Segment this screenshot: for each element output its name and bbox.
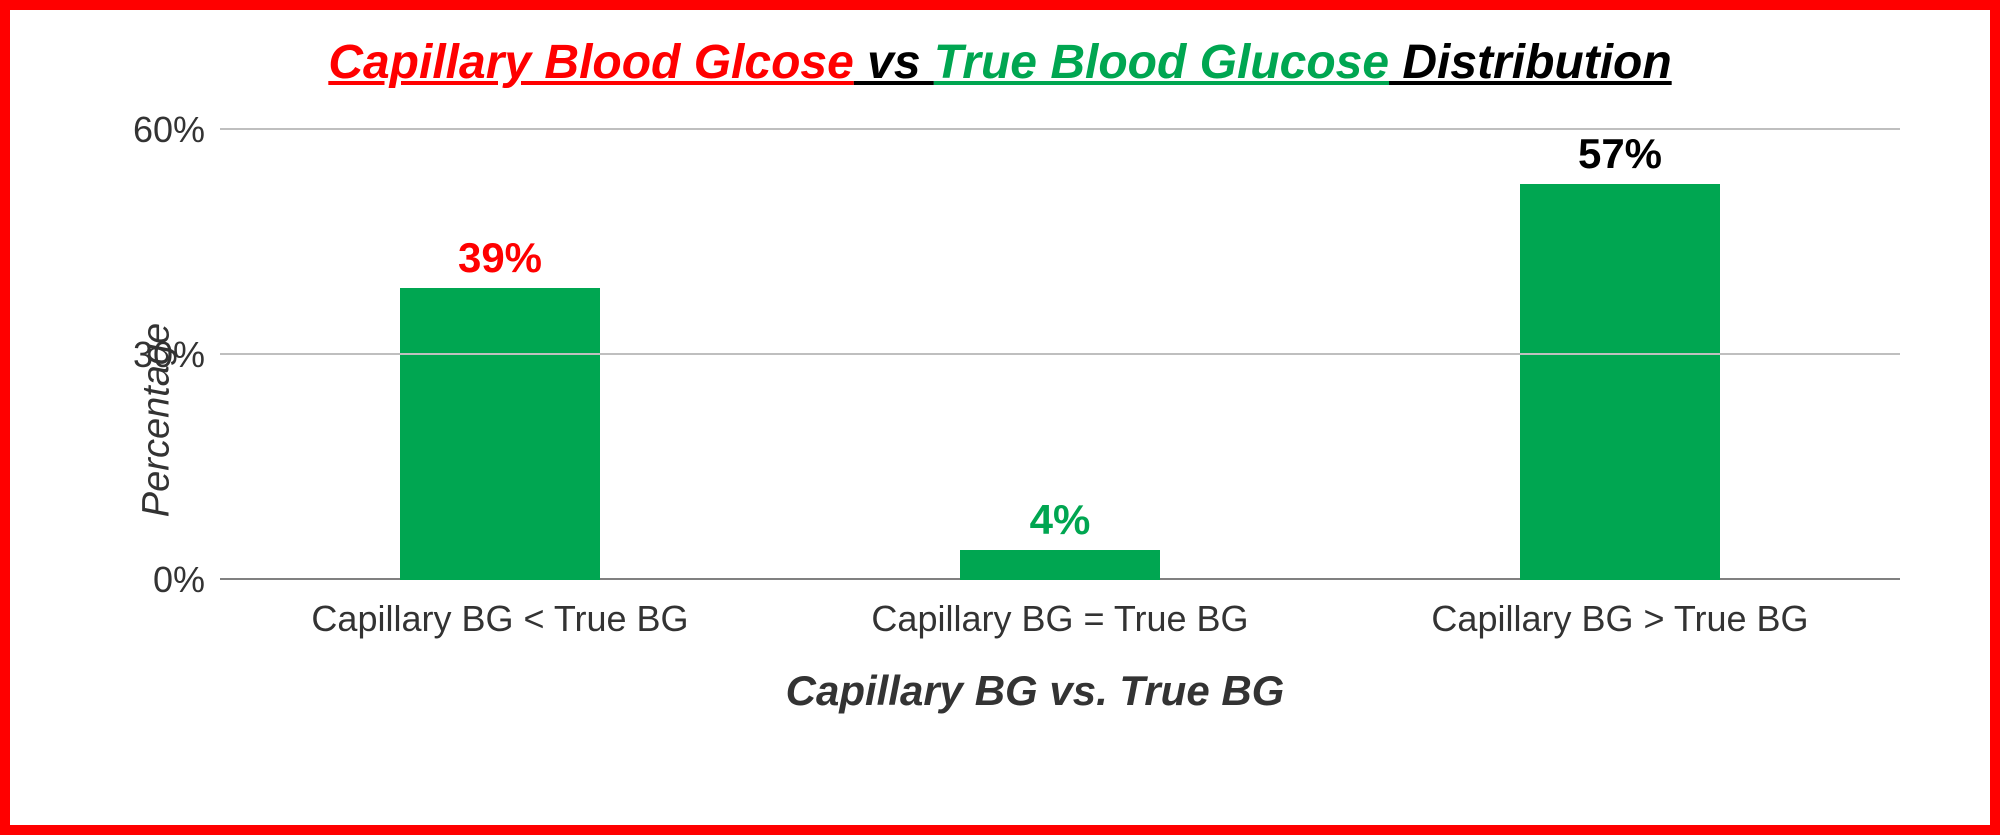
bar — [960, 550, 1160, 580]
gridline — [220, 128, 1900, 130]
chart-frame: Capillary Blood Glcose vs True Blood Glu… — [0, 0, 2000, 835]
x-tick-label: Capillary BG > True BG — [1340, 598, 1900, 640]
plot-region: 39%4%57% 0%30%60% — [220, 130, 1900, 580]
bar — [1520, 184, 1720, 580]
title-part-capillary: Capillary Blood Glcose — [328, 36, 853, 89]
bars-container: 39% 4% 57% — [220, 130, 1900, 580]
title-part-true: True Blood Glucose — [934, 36, 1389, 89]
bar-value-label: 39% — [458, 234, 542, 282]
bar-slot: 39% — [220, 130, 780, 580]
x-tick-label: Capillary BG < True BG — [220, 598, 780, 640]
bar-value-label: 4% — [1030, 496, 1091, 544]
bar — [400, 288, 600, 581]
gridline — [220, 353, 1900, 355]
chart-area: Percentage 39%4%57% 0%30%60% Capillary B… — [140, 100, 1930, 740]
y-tick-label: 30% — [133, 334, 205, 376]
y-tick-label: 0% — [153, 559, 205, 601]
x-tick-label: Capillary BG = True BG — [780, 598, 1340, 640]
title-part-distribution: Distribution — [1389, 36, 1672, 89]
title-part-vs: vs — [854, 36, 934, 89]
bar-slot: 4% — [780, 130, 1340, 580]
bar-slot: 57% — [1340, 130, 1900, 580]
bar-value-label: 57% — [1578, 130, 1662, 178]
x-axis-label: Capillary BG vs. True BG — [140, 667, 1930, 715]
y-tick-label: 60% — [133, 109, 205, 151]
chart-title: Capillary Blood Glcose vs True Blood Glu… — [50, 35, 1950, 90]
x-tick-labels: Capillary BG < True BGCapillary BG = Tru… — [220, 598, 1900, 640]
